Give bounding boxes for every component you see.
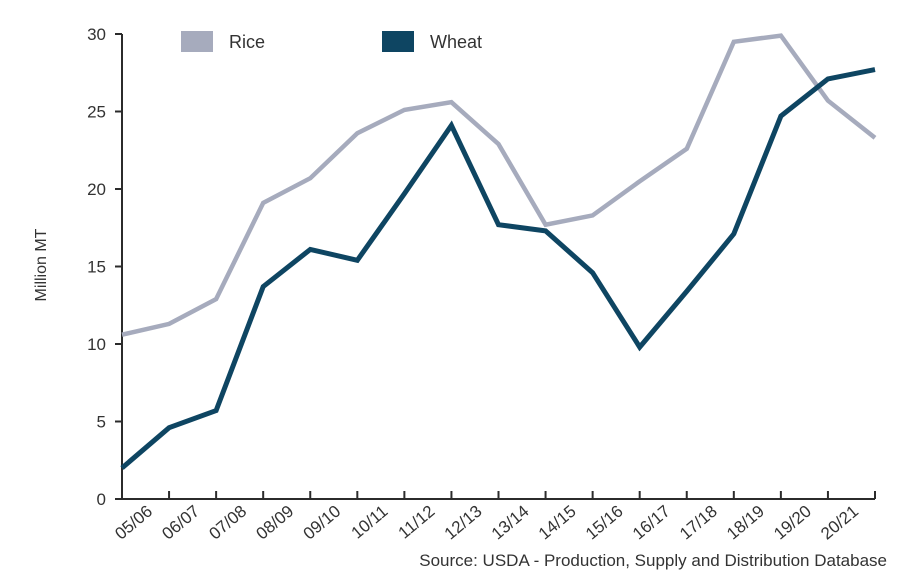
y-tick-label: 30: [87, 25, 106, 44]
x-tick-label: 16/17: [629, 502, 674, 544]
x-tick-label: 14/15: [535, 502, 580, 544]
y-tick-label: 15: [87, 258, 106, 277]
x-tick-label: 20/21: [817, 502, 862, 544]
x-tick-label: 13/14: [488, 502, 533, 544]
x-tick-label: 10/11: [348, 502, 392, 543]
x-tick-label: 08/09: [252, 502, 297, 544]
source-note: Source: USDA - Production, Supply and Di…: [419, 551, 887, 570]
x-tick-label: 17/18: [676, 502, 721, 544]
y-axis-title: Million MT: [33, 228, 50, 301]
legend-swatch: [382, 31, 414, 52]
x-tick-label: 18/19: [723, 502, 768, 544]
legend-swatch: [181, 31, 213, 52]
y-tick-label: 5: [97, 413, 106, 432]
legend-label: Rice: [229, 32, 265, 52]
series-line-wheat: [120, 67, 876, 470]
y-tick-label: 10: [87, 335, 106, 354]
x-tick-label: 06/07: [158, 502, 203, 544]
x-tick-label: 12/13: [441, 502, 486, 544]
y-tick-label: 25: [87, 103, 106, 122]
x-axis: 05/06 06/07 07/08 08/09 09/10 10/11 11/12 12/13…: [111, 491, 876, 544]
legend-item-wheat: Wheat: [382, 31, 482, 52]
y-axis: 0 5 10 15 20 25 30: [87, 25, 123, 509]
x-tick-label: 07/08: [205, 502, 250, 544]
y-tick-label: 0: [97, 490, 106, 509]
legend-label: Wheat: [430, 32, 482, 52]
y-tick-label: 20: [87, 180, 106, 199]
x-tick-label: 19/20: [770, 502, 815, 544]
x-tick-label: 09/10: [300, 502, 345, 544]
series-line-rice: [121, 33, 877, 337]
legend: Rice Wheat: [181, 31, 482, 52]
x-tick-label: 05/06: [111, 502, 156, 544]
series-lines: [120, 33, 877, 470]
x-tick-label: 15/16: [582, 502, 627, 544]
x-tick-label: 11/12: [395, 502, 439, 543]
legend-item-rice: Rice: [181, 31, 265, 52]
